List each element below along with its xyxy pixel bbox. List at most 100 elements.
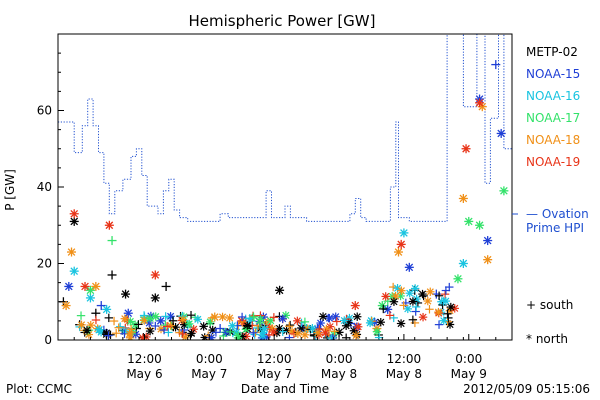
data-point-north <box>80 281 90 291</box>
legend-entry-noaa-17: NOAA-17 <box>526 111 580 125</box>
data-point-north <box>353 312 362 321</box>
data-point-south <box>162 322 172 331</box>
data-point-north <box>293 316 302 326</box>
data-point-south <box>278 327 287 336</box>
data-point-south <box>186 310 196 320</box>
data-point-north <box>206 317 215 327</box>
data-point-north <box>340 316 349 325</box>
data-point-north <box>123 308 133 318</box>
data-point-south <box>399 301 408 310</box>
data-point-north <box>151 312 160 321</box>
data-point-north <box>278 314 287 323</box>
data-point-south <box>249 312 258 321</box>
data-point-north <box>458 193 468 203</box>
data-point-north <box>496 128 506 138</box>
data-point-north <box>69 266 79 276</box>
ovation-prime-hpi-line <box>58 34 512 222</box>
data-point-north <box>408 297 418 306</box>
data-point-south <box>207 313 217 323</box>
data-point-north <box>404 262 414 272</box>
data-point-south <box>330 327 339 336</box>
x-tick-date-label: May 6 <box>126 367 162 381</box>
data-point-north <box>69 216 79 226</box>
y-tick-label: 60 <box>37 104 52 118</box>
data-point-north <box>120 314 129 323</box>
data-point-north <box>399 228 409 238</box>
data-point-north <box>199 322 208 331</box>
x-tick-date-label: May 8 <box>386 367 422 381</box>
data-point-north <box>85 285 95 295</box>
data-point-north <box>260 324 269 333</box>
y-tick-label: 0 <box>44 333 52 347</box>
data-point-north <box>150 270 160 280</box>
data-point-south <box>237 312 247 322</box>
ovation-legend-label-line2: Prime HPI <box>526 221 584 235</box>
data-point-north <box>475 98 485 108</box>
data-point-north <box>393 284 402 293</box>
data-point-north <box>439 316 448 325</box>
data-point-south <box>91 315 101 325</box>
data-point-north <box>64 281 74 291</box>
data-point-north <box>67 247 77 257</box>
x-tick-time-label: 0:00 <box>326 352 353 366</box>
data-point-south <box>134 320 143 329</box>
data-point-north <box>405 289 414 298</box>
data-point-north <box>150 293 160 303</box>
data-point-north <box>434 307 443 317</box>
x-tick-time-label: 12:00 <box>257 352 292 366</box>
data-point-south <box>425 305 434 314</box>
data-point-north <box>354 322 363 331</box>
data-point-south <box>252 323 262 333</box>
data-point-north <box>178 315 188 324</box>
data-point-south <box>245 314 255 323</box>
data-point-north <box>381 292 390 301</box>
legend-entry-noaa-19: NOAA-19 <box>526 155 580 169</box>
data-point-south <box>76 311 86 320</box>
legend-entry-noaa-15: NOAA-15 <box>526 67 580 81</box>
data-point-north <box>69 209 79 219</box>
data-point-south <box>104 331 113 340</box>
data-point-south <box>161 281 171 291</box>
data-point-south <box>164 328 173 337</box>
data-point-north <box>499 186 509 196</box>
data-point-north <box>256 315 265 324</box>
data-point-north <box>313 328 323 337</box>
data-point-north <box>82 326 92 335</box>
data-point-south <box>491 60 501 70</box>
data-point-north <box>483 255 493 265</box>
data-point-north <box>376 317 385 327</box>
y-axis-label: P [GW] <box>3 169 17 211</box>
data-point-south <box>434 291 444 300</box>
data-point-south <box>107 236 117 246</box>
data-point-north <box>316 318 325 328</box>
data-point-north <box>187 329 196 338</box>
data-point-north <box>350 301 360 311</box>
x-tick-time-label: 12:00 <box>127 352 162 366</box>
data-point-south <box>408 315 418 324</box>
ovation-legend-label-line1: — Ovation <box>526 207 589 221</box>
data-point-north <box>426 287 435 296</box>
data-point-north <box>483 236 493 246</box>
data-point-south <box>379 304 388 314</box>
data-point-south <box>269 313 279 322</box>
ovation-legend: — Ovation Prime HPI <box>512 207 589 235</box>
data-point-north <box>389 297 399 306</box>
data-point-north <box>410 284 420 293</box>
data-point-south <box>114 323 123 332</box>
x-tick-date-label: May 7 <box>191 367 227 381</box>
data-point-south <box>434 320 444 329</box>
data-point-north <box>394 247 403 257</box>
data-point-north <box>441 296 451 306</box>
x-tick-date-label: May 9 <box>451 367 487 381</box>
plot-credit: Plot: CCMC <box>6 382 72 396</box>
data-point-north <box>396 319 406 328</box>
data-point-north <box>372 327 382 336</box>
data-point-south <box>443 309 452 318</box>
data-point-north <box>423 296 432 306</box>
data-point-north <box>218 312 227 322</box>
data-point-north <box>475 220 485 230</box>
x-tick-date-label: May 8 <box>321 367 357 381</box>
data-point-north <box>185 319 194 329</box>
data-point-north <box>318 312 328 321</box>
data-point-north <box>458 259 468 268</box>
